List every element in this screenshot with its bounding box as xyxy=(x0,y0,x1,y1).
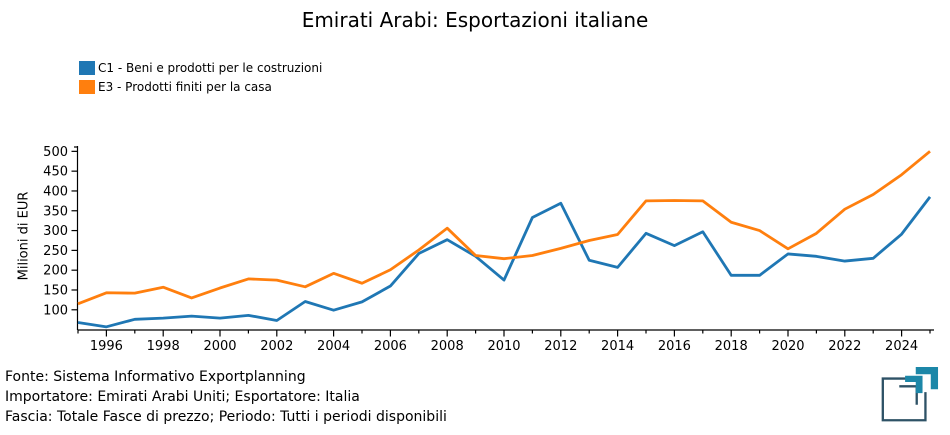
y-tick-label: 350 xyxy=(43,204,68,219)
x-tick-label: 2000 xyxy=(203,339,236,354)
y-tick-label: 400 xyxy=(43,184,68,199)
series-line-c1 xyxy=(77,196,932,329)
footer-source: Fonte: Sistema Informativo Exportplannin… xyxy=(5,369,306,385)
footer-importer-exporter: Importatore: Emirati Arabi Uniti; Esport… xyxy=(5,389,360,405)
x-tick-label: 2012 xyxy=(544,339,577,354)
logo-arrow-small xyxy=(905,375,923,394)
x-tick-label: 2004 xyxy=(317,339,350,354)
x-tick-label: 2010 xyxy=(487,339,520,354)
y-tick-label: 100 xyxy=(43,303,68,318)
legend-swatch-e3-icon xyxy=(79,80,95,94)
line-chart-plot: 100 150 200 250 300 350 400 450 500 1996 1998 2000 2… xyxy=(43,145,934,354)
chart-legend: C1 - Beni e prodotti per le costruzioni … xyxy=(79,61,322,99)
exportplanning-logo xyxy=(881,366,939,422)
y-tick-label: 500 xyxy=(43,145,68,160)
x-tick-label: 2022 xyxy=(828,339,861,354)
logo-corner-bracket xyxy=(899,385,918,405)
x-tick-label: 1996 xyxy=(90,339,123,354)
x-tick-label: 2014 xyxy=(601,339,634,354)
y-tick-label: 200 xyxy=(43,264,68,279)
x-tick-label: 2002 xyxy=(260,339,293,354)
y-tick-label: 250 xyxy=(43,244,68,259)
legend-label-c1: C1 - Beni e prodotti per le costruzioni xyxy=(98,61,323,75)
legend-item-c1: C1 - Beni e prodotti per le costruzioni xyxy=(79,61,322,75)
x-tick-label: 2006 xyxy=(374,339,407,354)
x-tick-label: 2016 xyxy=(658,339,691,354)
footer-annotations: Fonte: Sistema Informativo Exportplannin… xyxy=(5,367,447,427)
y-tick-label: 150 xyxy=(43,283,68,298)
legend-label-e3: E3 - Prodotti finiti per la casa xyxy=(98,80,272,94)
chart-title: Emirati Arabi: Esportazioni italiane xyxy=(301,8,649,32)
series-line-e3 xyxy=(77,150,931,306)
legend-swatch-c1-icon xyxy=(79,61,95,75)
x-tick-label: 1998 xyxy=(147,339,180,354)
x-tick-label: 2024 xyxy=(885,339,918,354)
x-tick-label: 2020 xyxy=(771,339,804,354)
logo-arrow-big xyxy=(915,366,939,390)
legend-item-e3: E3 - Prodotti finiti per la casa xyxy=(79,80,322,94)
y-tick-label: 450 xyxy=(43,165,68,180)
x-tick-label: 2008 xyxy=(431,339,464,354)
footer-price-band-period: Fascia: Totale Fasce di prezzo; Periodo:… xyxy=(5,409,447,425)
logo-open-square xyxy=(881,377,927,422)
x-tick-label: 2018 xyxy=(715,339,748,354)
y-tick-label: 300 xyxy=(43,224,68,239)
